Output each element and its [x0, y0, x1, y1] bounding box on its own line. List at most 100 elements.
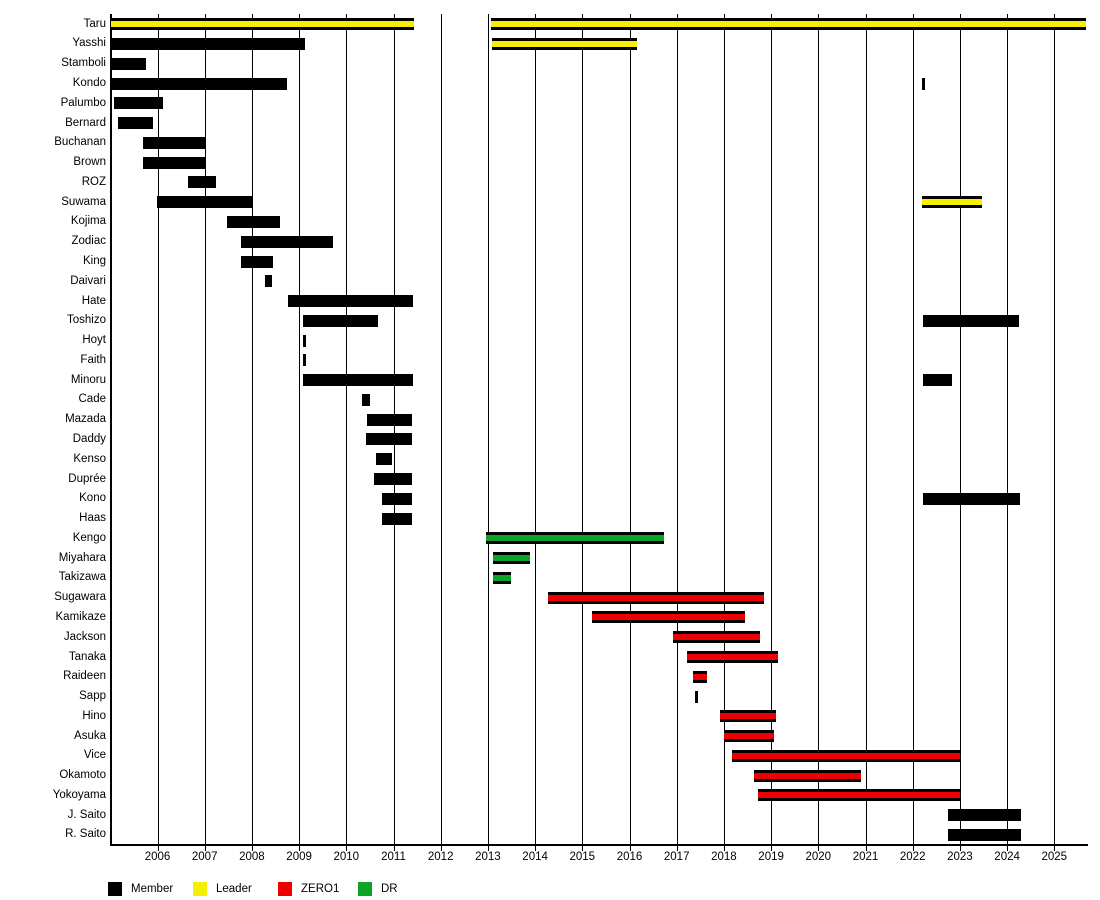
gridline — [204, 14, 206, 845]
row-label: J. Saito — [67, 808, 106, 821]
gridline — [440, 14, 442, 845]
row-label: Kamikaze — [55, 610, 107, 623]
timeline-bar — [111, 18, 415, 31]
timeline-bar — [118, 117, 154, 130]
row-label: Hate — [81, 294, 106, 307]
timeline-bar — [754, 769, 862, 782]
row-label: ROZ — [81, 175, 106, 188]
timeline-bar — [731, 749, 960, 762]
axis-year-label: 2011 — [381, 851, 406, 863]
axis-tick — [299, 846, 301, 851]
timeline-bar — [361, 393, 370, 406]
gridline — [299, 14, 301, 845]
row-label: Miyahara — [58, 551, 106, 564]
legend-label: ZERO1 — [301, 882, 340, 895]
axis-year-label: 2023 — [947, 851, 973, 863]
row-label: Mazada — [65, 413, 106, 426]
axis-tick — [771, 846, 773, 851]
axis-year-label: 2024 — [994, 851, 1020, 863]
gridline — [723, 14, 725, 845]
legend-item-dr: DR — [358, 881, 398, 896]
gridline — [912, 14, 914, 845]
timeline-bar — [922, 492, 1021, 505]
row-label: Asuka — [74, 729, 106, 742]
row-label: Minoru — [70, 373, 106, 386]
row-label: Faith — [80, 353, 106, 366]
timeline-bar — [303, 354, 307, 367]
timeline-bar — [672, 631, 761, 644]
row-label: Kono — [79, 492, 106, 505]
row-label: Vice — [83, 749, 106, 762]
axis-year-label: 2015 — [569, 851, 596, 863]
plot-left-border — [110, 14, 112, 845]
timeline-bar — [303, 334, 307, 347]
timeline-bar — [719, 710, 777, 723]
axis-year-label: 2012 — [427, 851, 454, 863]
axis-tick — [1007, 846, 1009, 851]
timeline-bar — [493, 552, 530, 565]
timeline-bar — [287, 295, 413, 308]
row-label: Jackson — [63, 630, 106, 643]
row-label: Sapp — [79, 690, 106, 703]
row-label: Kondo — [72, 77, 106, 90]
timeline-bar — [493, 571, 511, 584]
legend-label: Leader — [216, 882, 252, 895]
legend-swatch-dr — [358, 881, 372, 896]
gridline — [1054, 14, 1056, 845]
row-label: Buchanan — [54, 136, 106, 149]
row-label: Kengo — [72, 531, 106, 544]
x-axis-line — [110, 844, 1088, 846]
axis-tick — [582, 846, 584, 851]
timeline-bar — [111, 37, 305, 50]
timeline-bar — [111, 57, 147, 70]
row-label: Taru — [83, 17, 106, 30]
axis-tick — [1054, 846, 1056, 851]
gridline — [676, 14, 678, 845]
legend-label: DR — [381, 882, 398, 895]
timeline-bar — [227, 215, 281, 228]
gridline — [251, 14, 253, 845]
gridline — [582, 14, 584, 845]
legend-item-zero1: ZERO1 — [278, 881, 339, 896]
row-label: Duprée — [68, 472, 106, 485]
timeline-bar — [381, 492, 412, 505]
legend-swatch-member — [108, 881, 122, 896]
row-label: Okamoto — [59, 769, 106, 782]
timeline-bar — [241, 235, 333, 248]
timeline-bar — [142, 136, 206, 149]
axis-tick — [487, 846, 489, 851]
axis-tick — [346, 846, 348, 851]
timeline-bar — [491, 18, 1087, 31]
row-label: Brown — [73, 156, 106, 169]
timeline-bar — [693, 670, 707, 683]
row-label: King — [82, 255, 106, 267]
axis-tick — [251, 846, 253, 851]
timeline-bar — [156, 196, 252, 209]
legend-swatch-zero1 — [278, 881, 292, 896]
axis-tick — [676, 846, 678, 851]
timeline-bar — [922, 374, 953, 387]
row-label: Tanaka — [68, 650, 106, 663]
axis-year-label: 2022 — [899, 851, 926, 863]
timeline-bar — [485, 532, 664, 545]
axis-tick — [440, 846, 442, 851]
timeline-bar — [758, 789, 960, 802]
row-label: Suwama — [61, 195, 106, 208]
axis-year-label: 2020 — [805, 851, 832, 863]
gridline — [535, 14, 537, 845]
timeline-bar — [111, 77, 287, 90]
row-label: Takizawa — [58, 571, 106, 584]
axis-year-label: 2009 — [286, 851, 312, 863]
axis-tick — [723, 846, 725, 851]
gridline — [818, 14, 820, 845]
gridline — [157, 14, 159, 845]
timeline-bar — [948, 828, 1021, 841]
axis-year-label: 2019 — [758, 851, 784, 863]
row-label: Kojima — [70, 215, 106, 228]
row-label: Daivari — [70, 274, 106, 287]
gridline — [771, 14, 773, 845]
row-label: Sugawara — [54, 591, 106, 604]
axis-year-label: 2017 — [663, 851, 690, 863]
timeline-bar — [492, 37, 637, 50]
